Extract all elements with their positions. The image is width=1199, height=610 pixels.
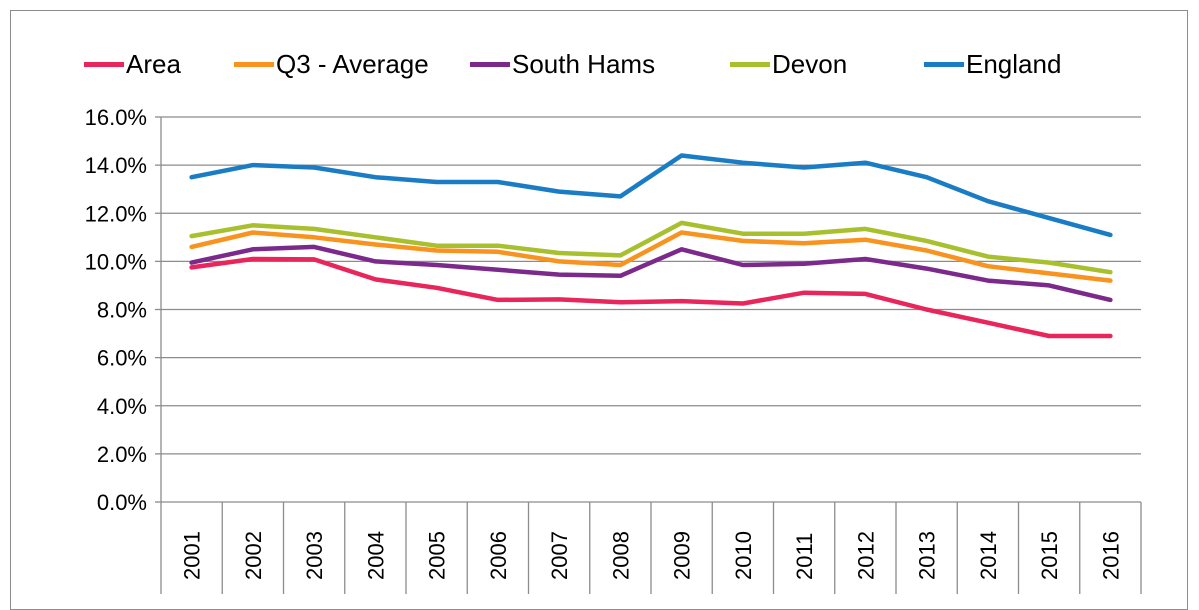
x-tick-label: 2008 <box>608 531 633 580</box>
x-tick-label: 2010 <box>731 531 756 580</box>
series-line-q3-average <box>189 230 1113 283</box>
legend-label: England <box>966 48 1062 79</box>
series-line-england <box>189 153 1113 238</box>
legend-label: Devon <box>772 48 848 79</box>
x-tick-label: 2015 <box>1037 531 1062 580</box>
x-tick-label: 2003 <box>302 531 327 580</box>
y-tick-label: 0.0% <box>97 490 147 515</box>
x-tick-label: 2007 <box>547 531 572 580</box>
series-line-south-hams <box>189 244 1113 303</box>
x-tick-label: 2012 <box>853 531 878 580</box>
legend-label: Area <box>126 48 181 79</box>
line-chart: 0.0% 2.0% 4.0% 6.0% 8.0% 10.0% 12.0% 14.0% 16.0%… <box>85 105 1142 594</box>
legend-label: Q3 - Average <box>276 48 429 79</box>
legend-swatch <box>84 61 124 67</box>
x-tick-label: 2016 <box>1098 531 1123 580</box>
x-tick-label: 2002 <box>241 531 266 580</box>
y-tick-label: 4.0% <box>97 394 147 419</box>
x-tick-label: 2005 <box>425 531 450 580</box>
legend-label: South Hams <box>512 48 656 79</box>
x-tick-label: 2009 <box>670 531 695 580</box>
x-tick-label: 2011 <box>792 533 817 580</box>
y-tick-label: 14.0% <box>85 153 147 178</box>
series-line-devon <box>189 220 1113 275</box>
legend-swatch <box>470 61 510 67</box>
legend-swatch <box>924 61 964 67</box>
legend-item: Devon <box>730 46 847 82</box>
y-tick-label: 12.0% <box>85 201 147 226</box>
legend-swatch <box>730 61 770 67</box>
legend-swatch <box>234 61 274 67</box>
y-tick-label: 16.0% <box>85 105 147 130</box>
series-line-area <box>189 256 1113 339</box>
y-tick-label: 6.0% <box>97 346 147 371</box>
y-tick-label: 8.0% <box>97 298 147 323</box>
legend: Area Q3 - Average South Hams Devon England <box>0 46 1199 82</box>
legend-item: South Hams <box>470 46 655 82</box>
x-tick-label: 2001 <box>180 531 205 580</box>
legend-item: Area <box>84 46 181 82</box>
x-tick-label: 2006 <box>486 531 511 580</box>
x-tick-label: 2004 <box>363 531 388 580</box>
x-tick-label: 2013 <box>915 531 940 580</box>
x-tick-label: 2014 <box>976 531 1001 580</box>
y-tick-label: 10.0% <box>85 249 147 274</box>
legend-item: England <box>924 46 1061 82</box>
legend-item: Q3 - Average <box>234 46 429 82</box>
y-tick-label: 2.0% <box>97 442 147 467</box>
